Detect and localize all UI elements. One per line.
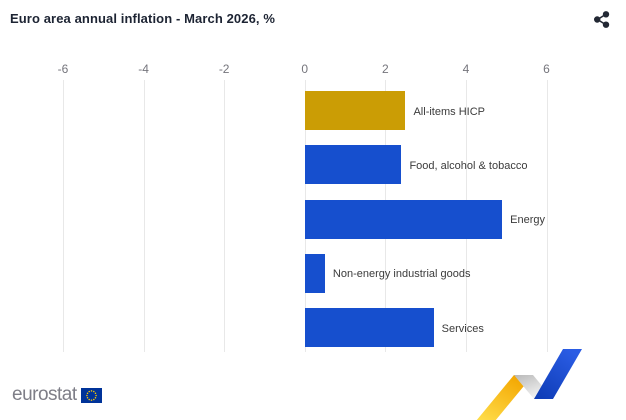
gridline — [63, 80, 64, 352]
x-tick-label: 2 — [381, 62, 389, 76]
category-bar-5[interactable] — [304, 308, 434, 348]
gridline — [546, 80, 548, 352]
category-label: Food, alcohol & tobacco — [409, 159, 528, 172]
category-label: All-items HICP — [413, 105, 485, 118]
category-bar-1[interactable] — [304, 91, 406, 130]
x-tick-label: -6 — [57, 62, 69, 76]
eu-flag-icon — [80, 387, 102, 403]
gridline — [224, 80, 226, 352]
x-tick-label: 6 — [543, 62, 550, 76]
x-tick-label: 4 — [462, 62, 470, 76]
category-label: Energy — [510, 214, 546, 227]
eurostat-logo-text: eurostat — [12, 384, 77, 405]
share-icon — [593, 10, 610, 28]
share-button[interactable] — [591, 9, 613, 31]
x-tick-label: -2 — [218, 62, 230, 76]
chart-title: Euro area annual inflation - March 2026,… — [10, 11, 275, 26]
category-bar-3[interactable] — [304, 199, 503, 239]
eurostat-zigzag-graphic — [476, 349, 582, 420]
eurostat-logo: eurostat — [12, 384, 102, 406]
category-label: Non-energy industrial goods — [332, 268, 471, 281]
category-label: Services — [441, 322, 484, 335]
x-tick-label: 0 — [301, 62, 309, 76]
gridline — [143, 80, 145, 352]
x-tick-label: -4 — [138, 62, 149, 76]
category-bar-2[interactable] — [304, 145, 402, 185]
category-bar-4[interactable] — [304, 253, 325, 293]
